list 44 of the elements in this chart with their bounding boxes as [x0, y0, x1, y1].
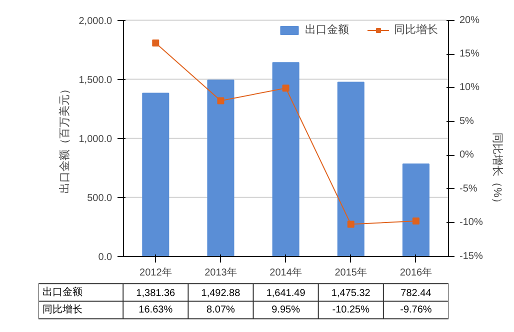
- bar: [337, 82, 364, 257]
- y2-tick-label: 10%: [460, 82, 480, 94]
- y2-tick-label: 0%: [460, 150, 474, 161]
- y-tick-label: 1,000.0: [78, 134, 113, 145]
- data-label: 8.07%: [206, 304, 236, 316]
- legend-label: 出口金额: [305, 22, 349, 37]
- x-tick-label: 2015年: [334, 266, 368, 278]
- data-label: 9.95%: [272, 304, 300, 316]
- data-label: 1,492.88: [201, 288, 241, 299]
- x-tick-label: 2016年: [400, 266, 432, 278]
- data-label: 1,381.36: [136, 288, 176, 299]
- x-tick-label: 2014年: [270, 266, 302, 278]
- y-tick-label: 1,500.0: [78, 74, 113, 86]
- y2-tick-label: 5%: [460, 116, 474, 127]
- y-axis-title: 出口金额（百万美元）: [58, 84, 72, 194]
- point: [152, 40, 160, 47]
- data-label: -9.76%: [400, 304, 432, 316]
- point: [282, 84, 290, 92]
- legend-label: 同比增长: [394, 23, 438, 37]
- y2-tick-label: -15%: [460, 250, 483, 262]
- point: [347, 220, 354, 228]
- y2-axis-title: 同比增长（%）: [490, 132, 504, 208]
- y-tick-label: 0.0: [98, 252, 113, 263]
- x-tick-label: 2013年: [204, 266, 237, 278]
- data-label: 16.63%: [138, 304, 173, 316]
- x-tick-label: 2012年: [140, 266, 172, 278]
- data-label: 1,641.49: [266, 288, 306, 299]
- y2-tick-label: -10%: [460, 217, 483, 228]
- point: [412, 217, 420, 224]
- y-tick-label: 500.0: [87, 192, 113, 204]
- point: [217, 97, 224, 104]
- bar: [402, 163, 430, 257]
- bar: [142, 92, 170, 257]
- y-tick-label: 2,000.0: [78, 16, 113, 27]
- bar: [207, 80, 234, 257]
- text: 同比增长: [42, 304, 82, 316]
- data-label: 782.44: [400, 288, 432, 299]
- data-label: -10.25%: [332, 304, 370, 316]
- y2-tick-label: -5%: [460, 183, 478, 194]
- text: 出口金额: [42, 286, 82, 298]
- bar: [272, 62, 300, 257]
- data-label: 1,475.32: [331, 288, 371, 299]
- y2-tick-label: 15%: [460, 48, 480, 60]
- y2-tick-label: 20%: [460, 14, 480, 26]
